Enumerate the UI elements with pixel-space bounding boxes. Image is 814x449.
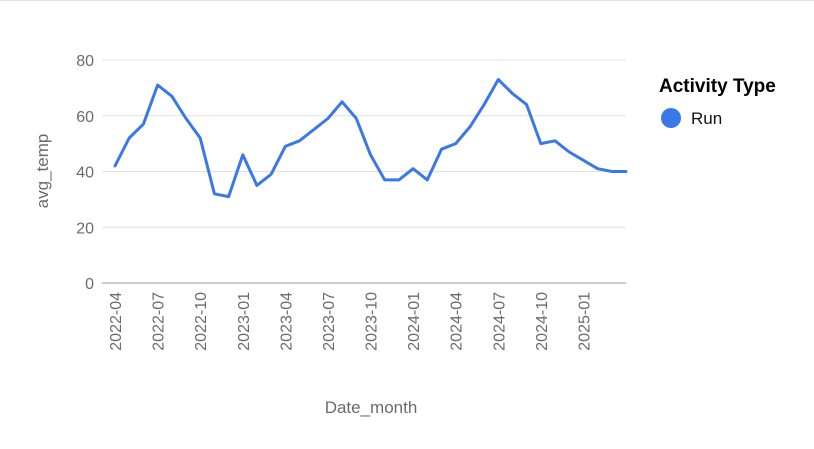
x-tick-label: 2022-10: [193, 292, 210, 351]
legend-label-run: Run: [691, 109, 722, 128]
y-tick-label: 60: [76, 109, 94, 126]
x-tick-label: 2024-01: [406, 292, 423, 351]
series-line-run: [113, 78, 628, 199]
legend-marker-run: [661, 108, 681, 128]
x-tick-label: 2025-01: [576, 292, 593, 351]
gridlines: [102, 59, 626, 284]
x-tick-label: 2024-04: [449, 292, 466, 351]
x-axis-ticks: 2022-04 2022-07 2022-10 2023-01 2023-04 2023-…: [108, 292, 593, 351]
x-tick-label: 2023-10: [364, 292, 381, 351]
y-axis-title: avg_temp: [33, 134, 52, 209]
x-axis-title: Date_month: [325, 398, 418, 417]
legend-items: Run: [661, 108, 722, 128]
legend: Activity Type Run: [659, 76, 776, 128]
x-tick-label: 2023-04: [278, 292, 295, 351]
y-tick-label: 80: [76, 53, 94, 70]
top-border: [0, 0, 814, 1]
legend-title: Activity Type: [659, 76, 776, 97]
y-tick-label: 20: [76, 220, 94, 237]
x-tick-label: 2024-07: [491, 292, 508, 351]
x-tick-label: 2022-07: [151, 292, 168, 351]
y-tick-label: 0: [85, 276, 94, 293]
series-layer: [113, 78, 628, 199]
x-tick-label: 2023-07: [321, 292, 338, 351]
x-tick-label: 2023-01: [236, 292, 253, 351]
x-tick-label: 2024-10: [534, 292, 551, 351]
y-tick-label: 40: [76, 165, 94, 182]
x-tick-label: 2022-04: [108, 292, 125, 351]
y-axis-ticks: 0 20 40 60 80: [76, 53, 94, 293]
